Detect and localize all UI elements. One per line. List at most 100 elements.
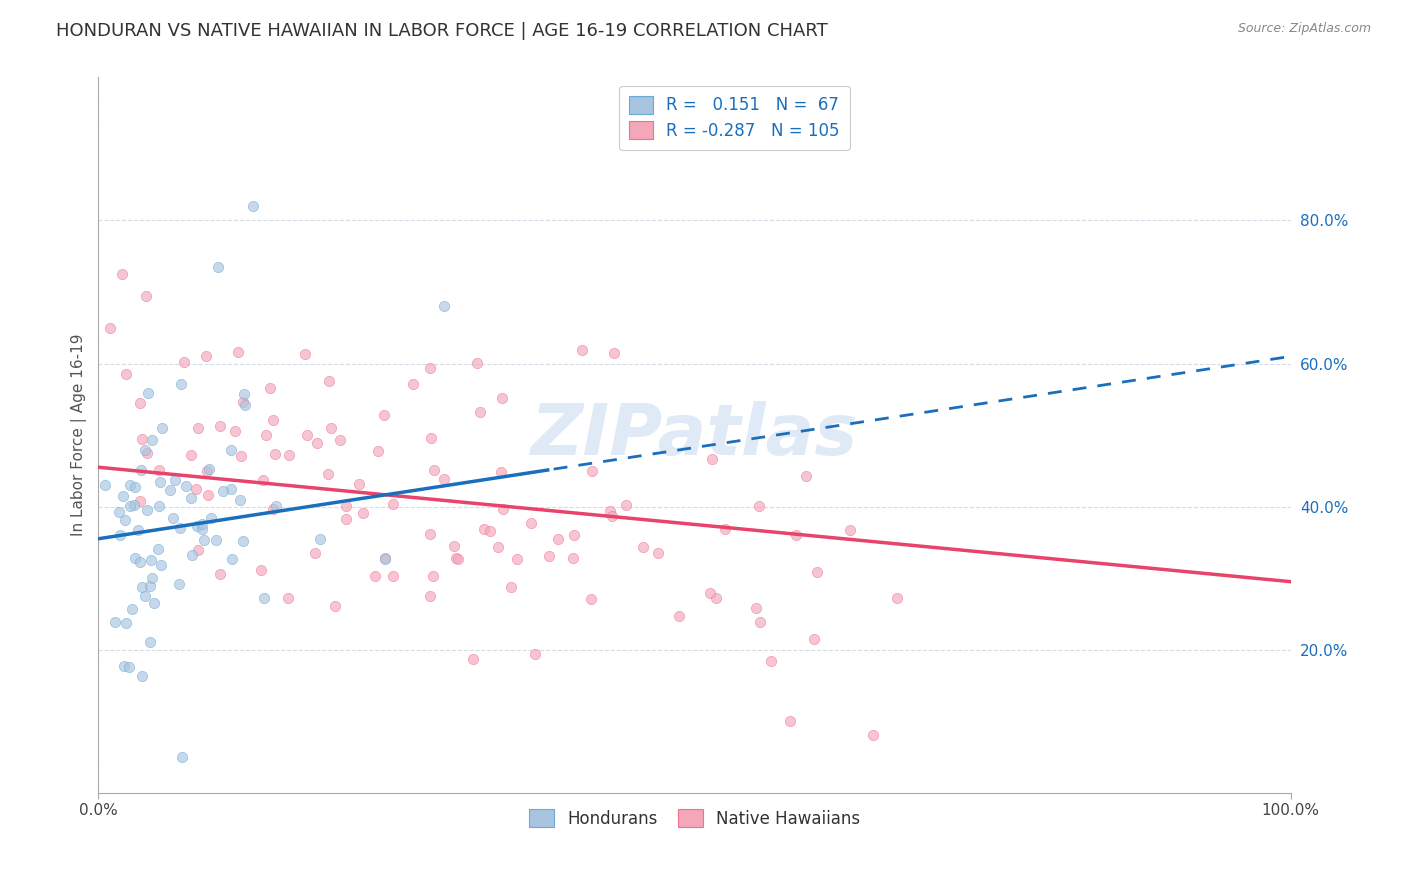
Point <box>561 550 583 565</box>
Point <box>124 551 146 566</box>
Point <box>208 566 231 581</box>
Point <box>352 506 374 520</box>
Point <box>538 549 561 563</box>
Point <box>118 499 141 513</box>
Point <box>321 420 343 434</box>
Point <box>209 418 232 433</box>
Point <box>112 659 135 673</box>
Point <box>131 669 153 683</box>
Point <box>264 447 287 461</box>
Point <box>461 651 484 665</box>
Point <box>420 431 443 445</box>
Point <box>631 541 654 555</box>
Point <box>169 521 191 535</box>
Text: Source: ZipAtlas.com: Source: ZipAtlas.com <box>1237 22 1371 36</box>
Point <box>323 599 346 614</box>
Point <box>254 427 277 442</box>
Point <box>162 510 184 524</box>
Point <box>184 482 207 496</box>
Point <box>131 432 153 446</box>
Point <box>794 469 817 483</box>
Point <box>163 473 186 487</box>
Point <box>187 421 209 435</box>
Point <box>167 577 190 591</box>
Point <box>373 408 395 422</box>
Point <box>262 412 284 426</box>
Point <box>124 498 146 512</box>
Point <box>571 343 593 357</box>
Point <box>335 499 357 513</box>
Point <box>382 497 405 511</box>
Point <box>186 519 208 533</box>
Point <box>128 555 150 569</box>
Point <box>205 533 228 547</box>
Point <box>886 591 908 606</box>
Legend: Hondurans, Native Hawaiians: Hondurans, Native Hawaiians <box>522 803 866 834</box>
Point <box>129 463 152 477</box>
Point <box>111 267 134 281</box>
Point <box>191 517 214 532</box>
Point <box>294 347 316 361</box>
Point <box>761 654 783 668</box>
Point <box>233 398 256 412</box>
Point <box>304 546 326 560</box>
Point <box>266 500 288 514</box>
Point <box>329 433 352 447</box>
Point <box>197 462 219 476</box>
Point <box>465 355 488 369</box>
Point <box>191 522 214 536</box>
Point <box>335 512 357 526</box>
Point <box>135 446 157 460</box>
Point <box>491 465 513 479</box>
Point <box>131 580 153 594</box>
Point <box>307 436 329 450</box>
Point <box>219 442 242 457</box>
Point <box>193 533 215 548</box>
Point <box>468 404 491 418</box>
Point <box>127 523 149 537</box>
Point <box>118 478 141 492</box>
Point <box>277 591 299 606</box>
Point <box>419 527 441 541</box>
Point <box>433 472 456 486</box>
Point <box>479 524 502 538</box>
Point <box>862 728 884 742</box>
Point <box>491 391 513 405</box>
Point <box>748 615 770 630</box>
Point <box>422 462 444 476</box>
Point <box>141 553 163 567</box>
Point <box>143 596 166 610</box>
Point <box>104 615 127 630</box>
Point <box>297 427 319 442</box>
Point <box>519 516 541 530</box>
Point <box>446 550 468 565</box>
Point <box>135 502 157 516</box>
Point <box>232 387 254 401</box>
Point <box>447 552 470 566</box>
Text: ZIPatlas: ZIPatlas <box>531 401 858 469</box>
Text: HONDURAN VS NATIVE HAWAIIAN IN LABOR FORCE | AGE 16-19 CORRELATION CHART: HONDURAN VS NATIVE HAWAIIAN IN LABOR FOR… <box>56 22 828 40</box>
Point <box>838 524 860 538</box>
Point <box>250 563 273 577</box>
Point <box>194 350 217 364</box>
Point <box>492 502 515 516</box>
Point <box>374 552 396 566</box>
Point <box>308 532 330 546</box>
Point <box>259 381 281 395</box>
Point <box>614 498 637 512</box>
Point <box>174 479 197 493</box>
Point <box>197 488 219 502</box>
Point <box>180 491 202 505</box>
Point <box>212 483 235 498</box>
Point <box>472 522 495 536</box>
Point <box>745 601 768 615</box>
Point <box>381 569 404 583</box>
Point <box>200 511 222 525</box>
Point <box>124 480 146 494</box>
Point <box>232 534 254 549</box>
Point <box>173 355 195 369</box>
Point <box>785 528 807 542</box>
Point <box>187 543 209 558</box>
Point <box>138 579 160 593</box>
Point <box>806 566 828 580</box>
